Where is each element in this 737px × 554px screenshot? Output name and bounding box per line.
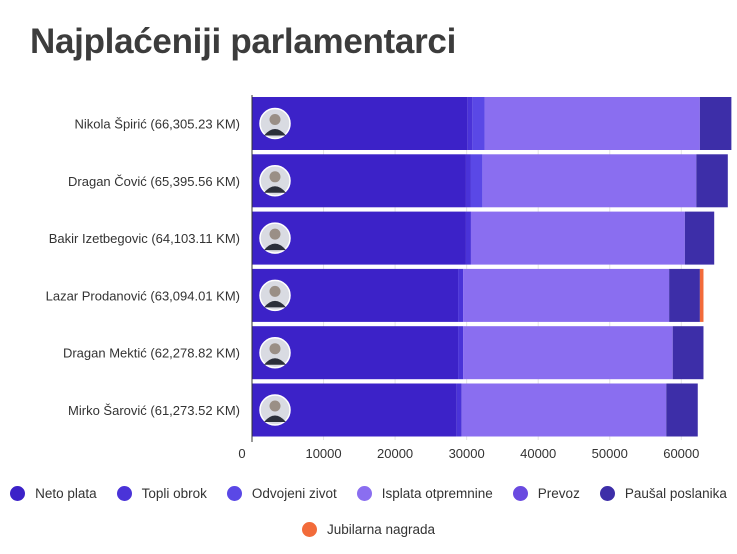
legend-item[interactable]: Jubilarna nagrada bbox=[301, 521, 436, 537]
legend-swatch bbox=[226, 485, 242, 501]
bar-segment bbox=[458, 326, 464, 380]
category-label: Nikola Špirić (66,305.23 KM) bbox=[75, 117, 240, 132]
legend-swatch bbox=[10, 485, 26, 501]
avatar-head bbox=[269, 285, 281, 297]
stacked-bar-chart: Nikola Špirić (66,305.23 KM) Dragan Čović… bbox=[46, 95, 732, 461]
avatar-head bbox=[269, 171, 281, 183]
category-label: Dragan Mektić (62,278.82 KM) bbox=[63, 346, 240, 361]
x-tick-label: 60000 bbox=[663, 446, 699, 461]
legend-item[interactable]: Paušal poslanika bbox=[599, 485, 727, 501]
legend-item[interactable]: Prevoz bbox=[512, 485, 580, 501]
legend-label: Odvojeni zivot bbox=[251, 485, 337, 501]
chart-title: Najplaćeniji parlamentarci bbox=[30, 22, 456, 61]
category-label: Bakir Izetbegovic (64,103.11 KM) bbox=[49, 231, 240, 246]
legend: Neto plata Topli obrok Odvojeni zivot Ispla… bbox=[0, 482, 737, 554]
bar-segment bbox=[684, 211, 715, 265]
x-tick-label: 20000 bbox=[377, 446, 413, 461]
x-tick-label: 40000 bbox=[520, 446, 556, 461]
legend-label: Paušal poslanika bbox=[624, 485, 727, 501]
category-label: Mirko Šarović (61,273.52 KM) bbox=[68, 403, 240, 418]
category-label: Dragan Čović (65,395.56 KM) bbox=[68, 174, 240, 189]
bar-segment bbox=[456, 383, 462, 437]
legend-swatch bbox=[599, 485, 615, 501]
legend-row: Neto plata Topli obrok Odvojeni zivot Ispla… bbox=[0, 482, 737, 504]
legend-swatch bbox=[356, 485, 372, 501]
avatar-body bbox=[264, 300, 286, 308]
legend-item[interactable]: Neto plata bbox=[10, 485, 97, 501]
legend-item[interactable]: Isplata otpremnine bbox=[356, 485, 493, 501]
bar-segment bbox=[472, 97, 485, 150]
bar-segment bbox=[470, 154, 483, 208]
bar-segment bbox=[672, 326, 704, 380]
avatar-head bbox=[269, 400, 281, 412]
bar-segment bbox=[669, 268, 700, 322]
legend-swatch bbox=[116, 485, 132, 501]
avatar-head bbox=[269, 114, 281, 125]
bar-segment bbox=[465, 211, 471, 265]
bar-segment bbox=[463, 268, 670, 322]
bar-segment bbox=[484, 97, 700, 150]
legend-row: Jubilarna nagrada bbox=[0, 518, 737, 540]
legend-item[interactable]: Topli obrok bbox=[116, 485, 207, 501]
bar-segment bbox=[470, 211, 685, 265]
legend-label: Isplata otpremnine bbox=[381, 485, 493, 501]
bar-segment bbox=[482, 154, 697, 208]
x-tick-label: 30000 bbox=[449, 446, 485, 461]
bar-segment bbox=[696, 154, 728, 208]
avatar-body bbox=[264, 129, 286, 136]
category-label: Lazar Prodanović (63,094.01 KM) bbox=[46, 288, 240, 303]
legend-label: Jubilarna nagrada bbox=[326, 521, 436, 537]
legend-swatch bbox=[301, 521, 317, 537]
bar-segment bbox=[463, 326, 673, 380]
x-tick-label: 0 bbox=[238, 446, 245, 461]
x-tick-label: 50000 bbox=[592, 446, 628, 461]
bar-segment bbox=[467, 97, 473, 150]
bar-segment bbox=[699, 97, 732, 150]
avatar-body bbox=[264, 358, 286, 365]
legend-label: Prevoz bbox=[537, 485, 580, 501]
avatar-body bbox=[264, 243, 286, 251]
legend-label: Topli obrok bbox=[141, 485, 207, 501]
x-tick-label: 10000 bbox=[305, 446, 341, 461]
legend-item[interactable]: Odvojeni zivot bbox=[226, 485, 337, 501]
bar-segment bbox=[458, 268, 464, 322]
legend-label: Neto plata bbox=[35, 485, 97, 501]
bar-segment bbox=[666, 383, 698, 437]
bar-segment bbox=[465, 154, 471, 208]
avatar-head bbox=[269, 343, 281, 355]
avatar-body bbox=[264, 415, 286, 422]
avatar-body bbox=[264, 186, 286, 193]
bar-segment bbox=[699, 268, 704, 322]
legend-swatch bbox=[512, 485, 528, 501]
bar-segment bbox=[461, 383, 667, 437]
avatar-head bbox=[269, 228, 281, 240]
